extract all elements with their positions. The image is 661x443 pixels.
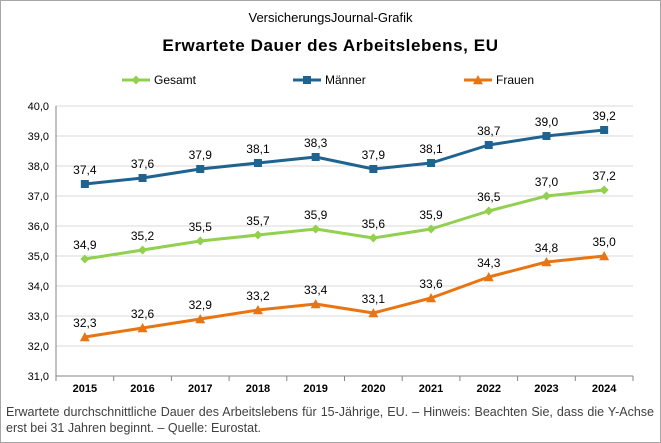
data-point — [253, 159, 262, 167]
data-point — [426, 224, 436, 234]
x-tick-label: 2021 — [419, 383, 443, 395]
data-label: 38,3 — [304, 136, 328, 150]
data-point — [311, 153, 320, 161]
y-tick-label: 37,0 — [28, 191, 49, 203]
series-line — [84, 188, 605, 261]
legend-label: Männer — [325, 73, 366, 87]
y-tick-label: 33,0 — [28, 311, 49, 323]
data-label: 35,7 — [246, 214, 270, 228]
data-label: 35,9 — [304, 208, 328, 222]
data-label: 33,1 — [362, 292, 386, 306]
y-tick-label: 32,0 — [28, 341, 49, 353]
data-label: 35,5 — [189, 220, 213, 234]
source-label: VersicherungsJournal-Grafik — [248, 10, 413, 25]
x-tick-label: 2018 — [246, 383, 270, 395]
data-label: 33,4 — [304, 283, 328, 297]
data-point — [80, 180, 89, 188]
data-label: 37,0 — [535, 175, 559, 189]
x-tick-label: 2024 — [592, 383, 617, 395]
y-tick-label: 35,0 — [28, 251, 49, 263]
data-label: 37,4 — [73, 163, 97, 177]
x-tick-label: 2017 — [188, 383, 212, 395]
data-label: 33,2 — [246, 289, 270, 303]
footnote: Erwartete durchschnittliche Dauer des Ar… — [6, 405, 654, 435]
data-label: 37,6 — [131, 157, 155, 171]
data-point — [426, 293, 437, 303]
x-tick-label: 2016 — [130, 383, 154, 395]
legend-label: Frauen — [496, 73, 534, 87]
y-tick-label: 34,0 — [28, 281, 49, 293]
data-point — [484, 206, 494, 216]
x-tick-label: 2019 — [303, 383, 327, 395]
data-label: 38,7 — [477, 124, 501, 138]
data-point — [541, 191, 551, 201]
data-label: 39,2 — [592, 109, 616, 123]
data-point — [541, 257, 552, 267]
series-line — [84, 128, 605, 186]
data-point — [600, 126, 609, 134]
data-point — [368, 308, 379, 318]
data-point — [252, 305, 263, 315]
y-tick-label: 31,0 — [28, 371, 49, 383]
data-label: 36,5 — [477, 190, 501, 204]
data-label: 38,1 — [419, 142, 443, 156]
data-label: 35,2 — [131, 229, 155, 243]
data-label: 34,8 — [535, 241, 559, 255]
data-label: 35,6 — [362, 217, 386, 231]
data-point — [253, 230, 263, 240]
data-point — [303, 76, 311, 84]
data-point — [368, 233, 378, 243]
data-point — [137, 323, 148, 333]
data-label: 39,0 — [535, 115, 559, 129]
data-point — [369, 165, 378, 173]
data-point — [599, 185, 609, 195]
data-label: 32,6 — [131, 307, 155, 321]
data-label: 35,9 — [419, 208, 443, 222]
data-label: 38,1 — [246, 142, 270, 156]
data-point — [310, 299, 321, 309]
data-label: 35,0 — [592, 235, 616, 249]
data-label: 37,2 — [592, 169, 616, 183]
data-point — [473, 75, 483, 85]
data-point — [311, 224, 321, 234]
x-tick-label: 2020 — [361, 383, 385, 395]
data-point — [195, 314, 206, 324]
series-line — [84, 254, 605, 339]
x-tick-label: 2015 — [73, 383, 97, 395]
legend: Gesamt Männer Frauen — [122, 73, 534, 87]
data-label: 37,9 — [189, 148, 213, 162]
y-tick-label: 40,0 — [28, 101, 49, 113]
data-point — [427, 159, 436, 167]
data-labels: 34,9 35,2 35,5 35,7 35,9 35,6 35,9 36,5 37,0 37,2… — [73, 109, 616, 330]
data-label: 34,3 — [477, 256, 501, 270]
data-label: 37,9 — [362, 148, 386, 162]
data-point — [138, 174, 147, 182]
data-point — [196, 165, 205, 173]
y-tick-label: 36,0 — [28, 221, 49, 233]
axes: 31,0 32,0 33,0 34,0 35,0 36,0 37,0 38,0 39,0 40,0… — [28, 101, 634, 395]
x-tick-label: 2023 — [534, 383, 558, 395]
data-label: 34,9 — [73, 238, 97, 252]
x-tick-label: 2022 — [477, 383, 501, 395]
data-point — [131, 75, 141, 85]
data-label: 33,6 — [419, 277, 443, 291]
y-tick-label: 39,0 — [28, 131, 49, 143]
data-point — [80, 254, 90, 264]
data-point — [195, 236, 205, 246]
chart-title: Erwartete Dauer des Arbeitslebens, EU — [162, 36, 499, 55]
data-point — [79, 332, 90, 342]
data-point — [483, 272, 494, 282]
series-lines — [79, 126, 610, 342]
data-point — [542, 132, 551, 140]
data-label: 32,3 — [73, 316, 97, 330]
data-label: 32,9 — [189, 298, 213, 312]
data-point — [484, 141, 493, 149]
legend-label: Gesamt — [154, 73, 197, 87]
data-point — [138, 245, 148, 255]
data-point — [599, 251, 610, 261]
y-tick-label: 38,0 — [28, 161, 49, 173]
